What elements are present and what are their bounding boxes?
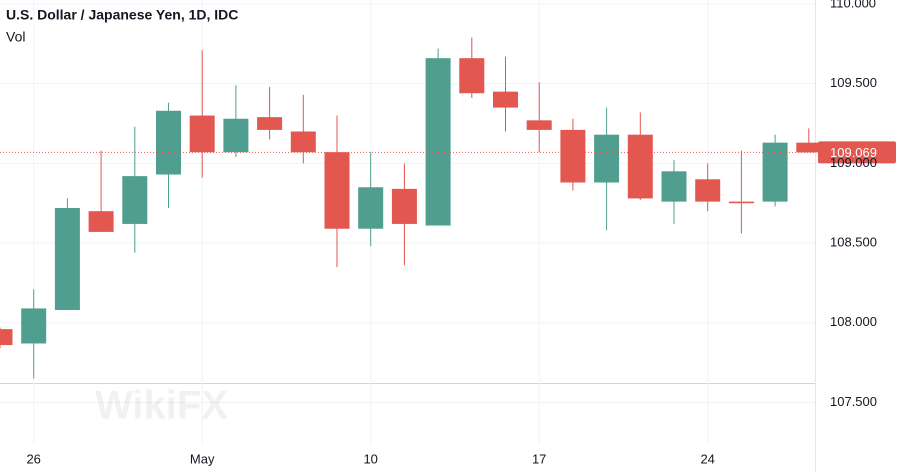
candle-body <box>54 207 80 311</box>
candle-body <box>324 152 350 229</box>
candle-body <box>156 110 181 175</box>
y-tick-label: 110.000 <box>830 0 876 10</box>
candle-body <box>0 329 13 346</box>
candle-body <box>661 171 687 202</box>
y-tick-label: 109.500 <box>830 75 877 90</box>
chart-title: U.S. Dollar / Japanese Yen, 1D, IDC <box>6 7 238 23</box>
candle-body <box>627 134 653 199</box>
last-price-label: 109.069 <box>830 145 877 160</box>
x-tick-label: 10 <box>363 451 377 466</box>
y-tick-label: 108.500 <box>830 234 877 249</box>
candle-body <box>223 118 249 153</box>
candle-body <box>493 91 518 108</box>
candle-body <box>560 129 586 183</box>
candle-body <box>290 131 316 153</box>
volume-label: Vol <box>6 29 25 45</box>
candle-body <box>695 179 721 202</box>
x-tick-label: May <box>190 451 215 466</box>
x-tick-label: 26 <box>26 451 40 466</box>
candle-body <box>122 176 148 224</box>
y-tick-label: 107.500 <box>830 394 877 409</box>
x-tick-label: 24 <box>700 451 714 466</box>
candle-body <box>257 117 283 130</box>
y-tick-label: 109.000 <box>830 155 877 170</box>
candles <box>0 37 822 379</box>
candle-body <box>21 308 47 344</box>
candle-body <box>728 201 754 204</box>
candle-body <box>88 211 114 232</box>
watermark: WikiFX <box>95 384 228 428</box>
overlay: 109.069 <box>0 141 896 164</box>
candle-body <box>189 115 215 153</box>
candle-body <box>796 142 822 153</box>
x-tick-label: 17 <box>532 451 546 466</box>
last-price-box <box>818 141 896 164</box>
candle-body <box>459 58 485 94</box>
candle-body <box>358 187 384 229</box>
candle-body <box>526 120 552 130</box>
candle-body <box>594 134 620 183</box>
candle-body <box>425 58 451 226</box>
y-tick-label: 108.000 <box>830 314 877 329</box>
candle-body <box>391 188 417 224</box>
candle-body <box>762 142 788 202</box>
